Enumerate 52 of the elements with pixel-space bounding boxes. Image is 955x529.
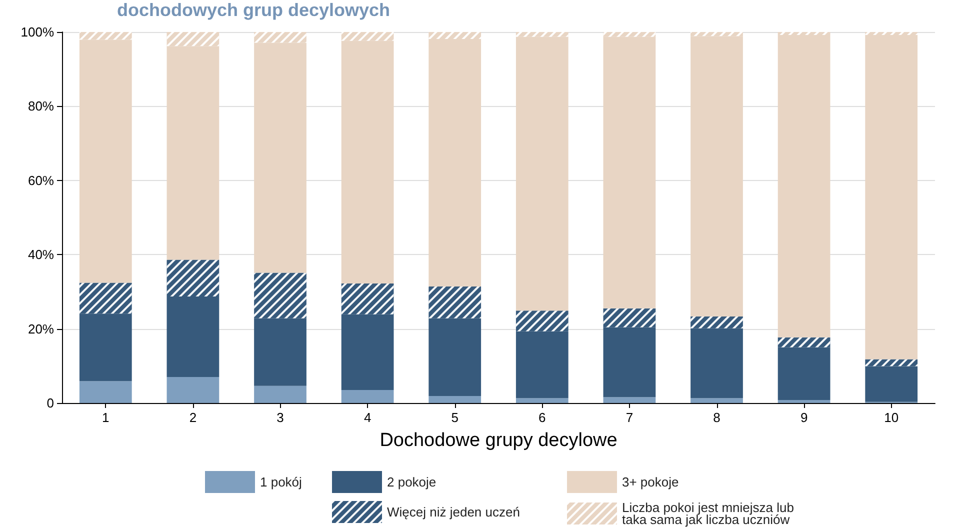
- legend-label: 3+ pokoje: [622, 474, 679, 490]
- y-tick-label: 40%: [28, 247, 54, 262]
- x-tick-label: 10: [884, 410, 899, 425]
- bar: [516, 331, 568, 398]
- bar: [254, 42, 306, 273]
- y-tick-label: 0: [46, 396, 54, 410]
- bar: [341, 390, 394, 403]
- x-tick-label: 8: [713, 410, 720, 425]
- bar: [603, 327, 656, 398]
- legend-label: Liczba pokoi jest mniejsza lub taka sama jak liczba uczniów: [622, 500, 798, 527]
- y-tick-label: 20%: [28, 321, 54, 336]
- bar: [690, 398, 743, 403]
- y-tick-label: 100%: [20, 24, 54, 40]
- legend-label: Więcej niż jeden uczeń: [387, 504, 520, 520]
- x-tick-label: 1: [102, 410, 110, 425]
- legend-label: 1 pokój: [260, 474, 302, 490]
- bar: [428, 39, 482, 287]
- bar: [603, 36, 656, 308]
- bar: [166, 377, 220, 403]
- bar: [254, 386, 306, 403]
- bar: [690, 328, 743, 398]
- bar: [166, 296, 220, 378]
- bar: [428, 396, 482, 403]
- x-axis-title: Dochodowe grupy decylowe: [380, 430, 618, 451]
- bar: [603, 397, 656, 403]
- bar: [778, 400, 830, 403]
- bar: [865, 34, 918, 360]
- bar: [778, 347, 830, 400]
- bar: [79, 381, 132, 403]
- x-tick-label: 3: [276, 410, 284, 425]
- bar: [341, 314, 394, 390]
- bar: [341, 40, 394, 284]
- bar: [516, 398, 568, 403]
- x-tick-label: 2: [189, 410, 197, 425]
- x-tick-label: 7: [626, 410, 634, 425]
- x-tick-label: 5: [451, 410, 458, 425]
- bar: [778, 34, 830, 338]
- bar: [254, 318, 306, 386]
- chart-title: dochodowych grup decylowych: [117, 0, 390, 20]
- y-tick-label: 80%: [28, 98, 54, 114]
- bar: [166, 46, 220, 260]
- x-tick-label: 4: [364, 410, 372, 425]
- bar: [516, 36, 568, 311]
- x-tick-label: 9: [800, 410, 808, 425]
- legend-label: 2 pokoje: [387, 474, 436, 490]
- x-tick-label: 6: [538, 410, 546, 425]
- y-tick-label: 60%: [28, 172, 54, 188]
- bar: [79, 314, 132, 382]
- bar: [428, 318, 482, 396]
- bar: [690, 36, 743, 317]
- bar: [865, 366, 918, 402]
- bar: [79, 40, 132, 283]
